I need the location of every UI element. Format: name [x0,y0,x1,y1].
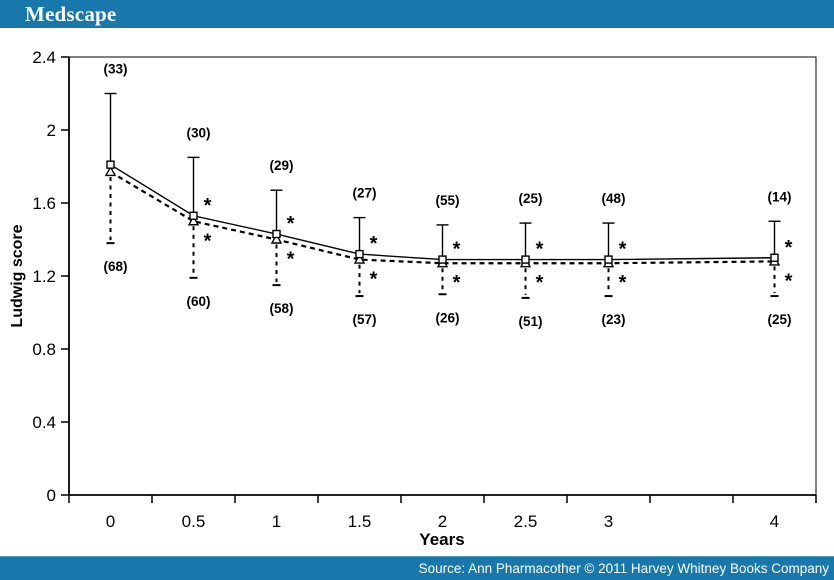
x-tick-label: 0 [106,512,115,531]
significance-asterisk-lower: * [204,230,212,252]
count-label-above: (55) [435,193,459,208]
count-label-below: (51) [518,314,542,329]
marker-open-triangle [353,253,366,264]
count-label-below: (57) [352,312,376,327]
medscape-logo[interactable]: Medscape [25,1,117,26]
marker-open-square [272,229,281,239]
count-label-above: (29) [269,158,293,173]
y-tick-label: 2.4 [32,48,56,67]
count-label-below: (68) [103,259,127,274]
significance-asterisk-lower: * [619,272,627,294]
plot-layer: 0 0.4 0.8 1.2 1.6 2 2.4 0 0.5 1 1.5 2 2.5 3 4 (33) (68) (… [32,48,817,531]
medscape-header-bar: Medscape [0,0,834,28]
count-label-above: (14) [767,189,791,204]
significance-asterisk-upper: * [536,239,544,261]
marker-open-triangle [270,233,283,244]
count-label-below: (23) [601,312,625,327]
significance-asterisk-upper: * [370,233,378,255]
x-tick-label: 1.5 [348,512,372,531]
x-tick-label: 0.5 [182,512,206,531]
marker-open-square [106,160,115,169]
significance-asterisk-lower: * [785,270,793,292]
significance-asterisk-lower: * [536,272,544,294]
count-label-below: (26) [435,310,459,325]
marker-open-square [189,211,198,220]
x-tick-label: 3 [604,512,613,531]
count-label-above: (27) [352,186,376,201]
y-tick-label: 1.6 [32,194,56,213]
significance-asterisk-upper: * [619,239,627,261]
series-solid-line [110,164,775,261]
count-label-above: (25) [518,191,542,206]
significance-asterisk-upper: * [453,239,461,261]
count-label-below: (58) [269,301,293,316]
count-label-above: (30) [186,125,210,140]
series-dashed-line [109,171,775,265]
marker-open-triangle [104,165,117,177]
x-axis-title: Years [419,530,464,549]
significance-asterisk-upper: * [204,195,212,217]
marker-open-square [770,253,779,262]
significance-asterisk-upper: * [785,237,793,259]
source-text: Source: Ann Pharmacother © 2011 Harvey W… [418,561,829,576]
y-tick-label: 0.4 [32,413,56,432]
count-label-above: (48) [601,191,625,206]
marker-open-square [438,255,447,264]
x-tick-label: 2.5 [514,512,538,531]
count-label-above: (33) [103,62,127,77]
y-tick-label: 1.2 [32,267,56,286]
x-tick-label: 2 [438,512,447,531]
y-tick-label: 0 [47,486,56,505]
significance-asterisk-lower: * [287,249,295,271]
y-axis-title: Ludwig score [9,224,26,327]
significance-asterisk-upper: * [287,213,295,235]
x-tick-label: 1 [272,512,281,531]
x-tick-label: 4 [770,512,779,531]
marker-open-square [604,255,613,264]
count-label-below: (60) [186,294,210,309]
marker-open-square [521,255,530,264]
count-label-below: (25) [767,312,791,327]
significance-asterisk-lower: * [370,269,378,291]
y-tick-label: 0.8 [32,340,56,359]
marker-open-square [355,249,364,259]
significance-asterisk-lower: * [453,272,461,294]
source-footer-bar: Source: Ann Pharmacother © 2011 Harvey W… [0,556,834,580]
y-tick-label: 2 [47,121,56,140]
plot-border [68,56,817,496]
marker-open-triangle [187,214,200,226]
